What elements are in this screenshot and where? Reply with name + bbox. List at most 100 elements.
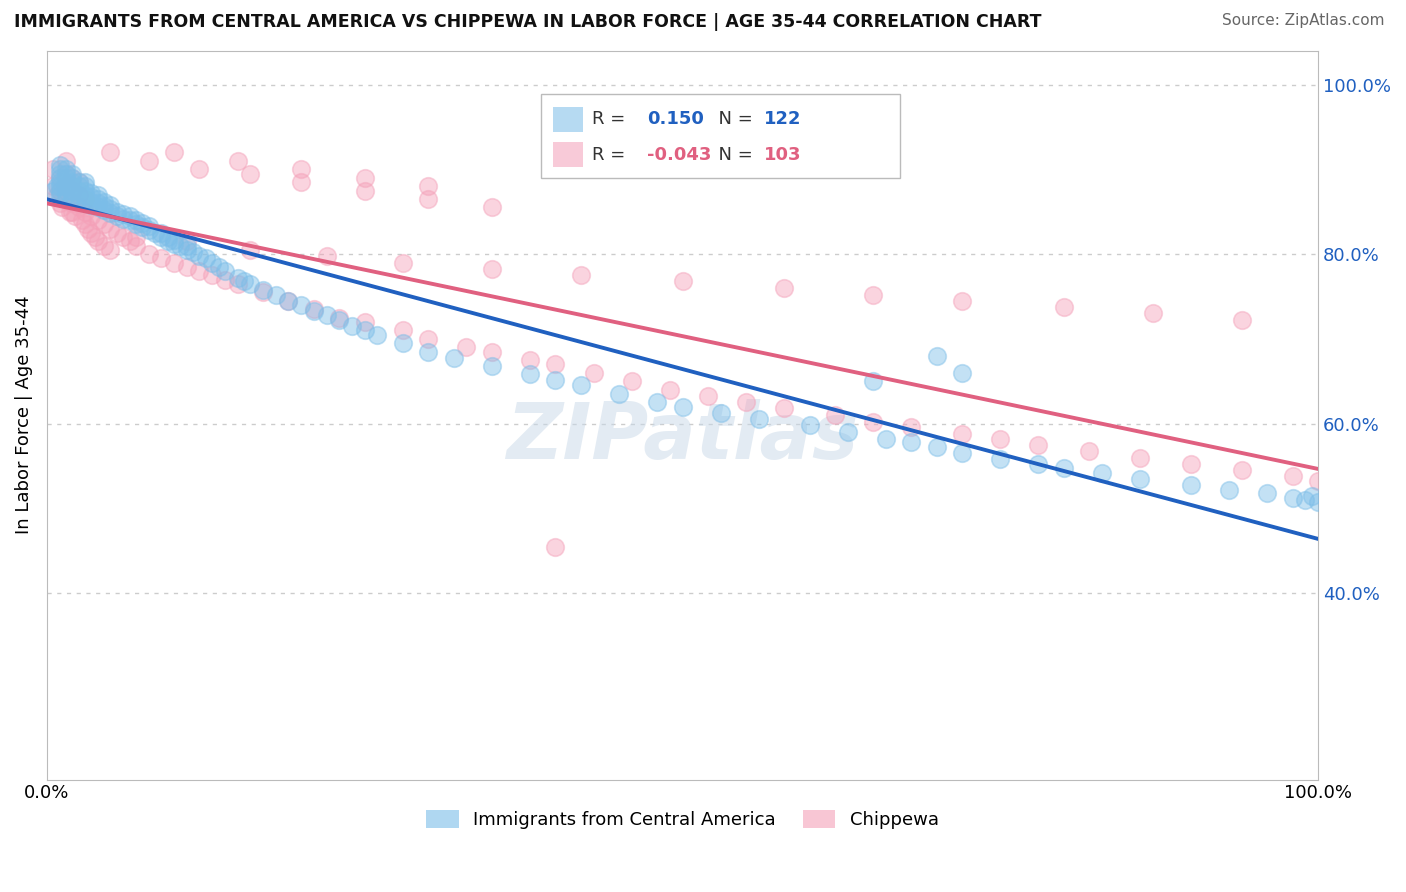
Point: [60, 170, 83, 185]
Point: [824, 408, 846, 422]
Point: [773, 281, 796, 295]
Point: [315, 249, 337, 263]
Point: [252, 285, 274, 300]
Point: [418, 192, 440, 206]
Point: [302, 302, 325, 317]
Point: [188, 162, 211, 177]
Point: [55, 167, 77, 181]
Point: [67, 187, 90, 202]
Point: [80, 194, 103, 209]
Point: [481, 359, 503, 373]
Point: [456, 340, 478, 354]
Point: [87, 187, 110, 202]
Point: [84, 230, 107, 244]
Point: [80, 226, 103, 240]
Point: [48, 162, 70, 177]
Point: [87, 235, 110, 249]
Text: 103: 103: [763, 145, 801, 163]
Point: [163, 145, 186, 160]
Point: [42, 162, 65, 177]
Point: [87, 213, 110, 227]
Point: [1308, 475, 1330, 489]
Point: [188, 264, 211, 278]
Point: [392, 255, 415, 269]
Text: Source: ZipAtlas.com: Source: ZipAtlas.com: [1222, 13, 1385, 29]
Point: [1053, 300, 1076, 314]
Point: [443, 351, 465, 365]
Point: [862, 287, 884, 301]
Point: [80, 198, 103, 212]
Point: [55, 167, 77, 181]
Point: [112, 207, 135, 221]
Point: [67, 187, 90, 202]
Point: [60, 196, 83, 211]
Point: [46, 187, 69, 202]
Point: [302, 304, 325, 318]
Point: [176, 243, 198, 257]
Point: [67, 175, 90, 189]
Point: [118, 235, 141, 249]
Point: [671, 400, 693, 414]
Point: [176, 235, 198, 249]
Point: [418, 344, 440, 359]
Point: [353, 184, 375, 198]
Point: [55, 175, 77, 189]
Point: [671, 274, 693, 288]
Point: [163, 255, 186, 269]
Point: [48, 170, 70, 185]
Point: [950, 426, 973, 441]
Text: ZIPatlas: ZIPatlas: [506, 399, 859, 475]
Point: [226, 270, 249, 285]
Point: [366, 327, 388, 342]
Point: [232, 274, 254, 288]
Text: IMMIGRANTS FROM CENTRAL AMERICA VS CHIPPEWA IN LABOR FORCE | AGE 35-44 CORRELATI: IMMIGRANTS FROM CENTRAL AMERICA VS CHIPP…: [14, 13, 1042, 31]
Point: [67, 192, 90, 206]
Point: [80, 186, 103, 200]
Point: [837, 425, 859, 439]
Point: [315, 308, 337, 322]
Point: [60, 187, 83, 202]
Point: [658, 383, 681, 397]
Point: [862, 374, 884, 388]
Point: [1078, 443, 1101, 458]
Point: [73, 192, 96, 206]
Point: [48, 175, 70, 189]
Point: [150, 226, 173, 240]
Point: [1180, 458, 1202, 472]
Point: [93, 199, 115, 213]
Point: [55, 170, 77, 185]
Point: [353, 315, 375, 329]
Point: [1129, 450, 1152, 465]
Point: [214, 264, 236, 278]
Point: [100, 206, 122, 220]
Point: [1028, 458, 1050, 472]
Point: [60, 167, 83, 181]
Point: [1028, 438, 1050, 452]
Point: [73, 204, 96, 219]
Point: [73, 196, 96, 211]
Point: [72, 213, 94, 227]
Point: [143, 226, 166, 240]
Point: [63, 209, 86, 223]
Point: [277, 293, 299, 308]
Point: [87, 196, 110, 211]
Point: [138, 219, 160, 234]
Point: [353, 170, 375, 185]
Point: [163, 233, 186, 247]
Point: [214, 272, 236, 286]
Point: [1301, 489, 1323, 503]
Point: [131, 216, 153, 230]
Point: [93, 202, 115, 217]
Point: [55, 184, 77, 198]
Point: [277, 293, 299, 308]
Point: [418, 179, 440, 194]
Point: [80, 209, 103, 223]
Point: [544, 540, 567, 554]
Point: [100, 145, 122, 160]
Point: [748, 412, 770, 426]
Point: [169, 238, 191, 252]
Point: [48, 179, 70, 194]
Point: [925, 441, 948, 455]
Point: [1091, 466, 1114, 480]
Point: [125, 213, 148, 227]
